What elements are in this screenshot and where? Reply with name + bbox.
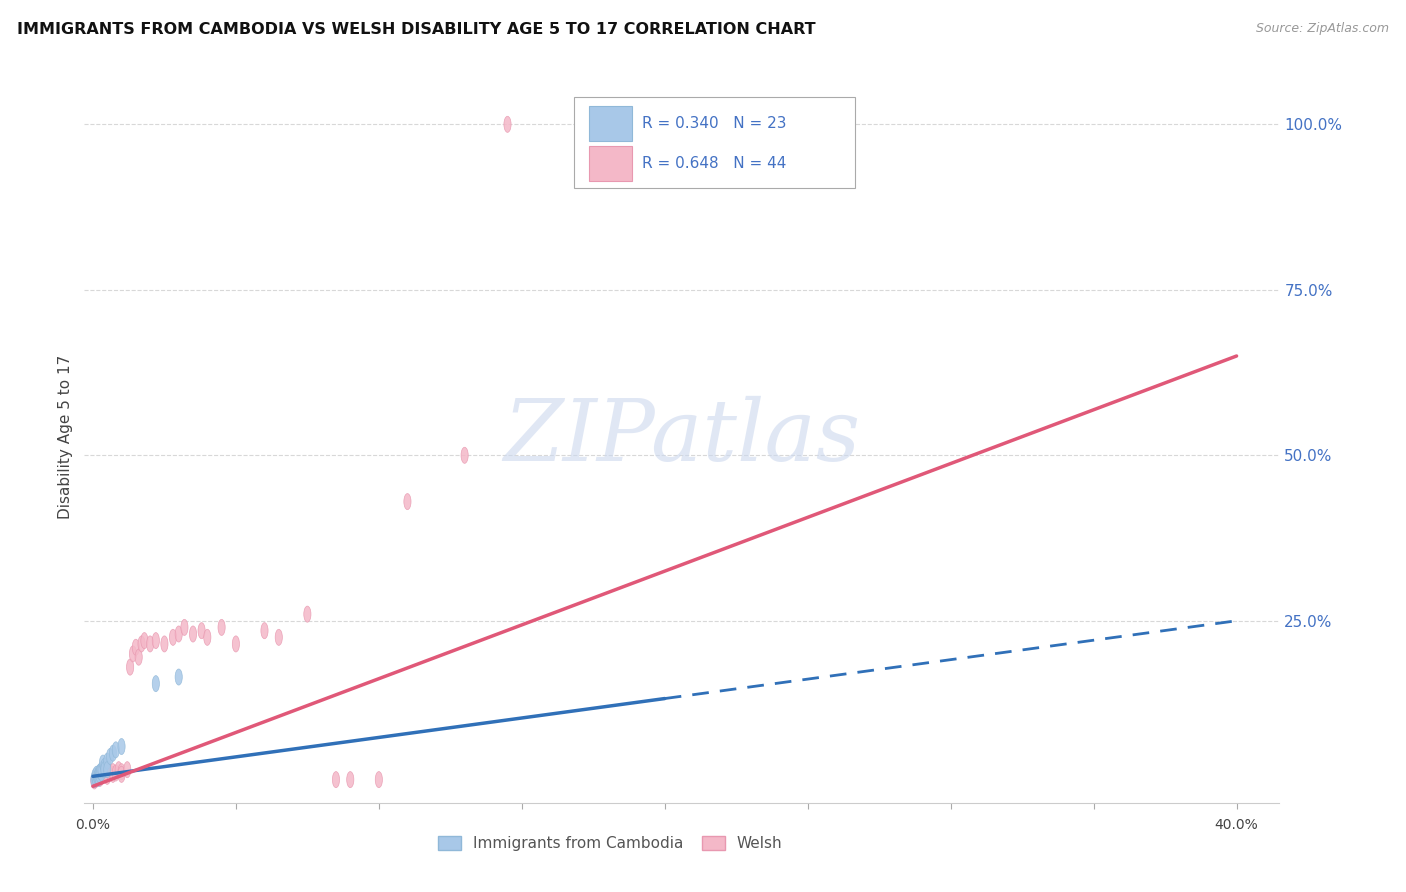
Ellipse shape [110,766,117,782]
Ellipse shape [169,629,177,645]
Ellipse shape [107,765,114,781]
Ellipse shape [141,632,148,648]
Ellipse shape [118,739,125,755]
Ellipse shape [91,772,98,788]
Ellipse shape [218,619,225,635]
Text: R = 0.648   N = 44: R = 0.648 N = 44 [643,156,787,171]
Ellipse shape [190,626,197,642]
Ellipse shape [176,669,183,685]
Ellipse shape [118,766,125,782]
Ellipse shape [112,742,120,758]
Text: IMMIGRANTS FROM CAMBODIA VS WELSH DISABILITY AGE 5 TO 17 CORRELATION CHART: IMMIGRANTS FROM CAMBODIA VS WELSH DISABI… [17,22,815,37]
Ellipse shape [160,636,167,652]
Ellipse shape [104,762,111,778]
Ellipse shape [104,768,111,784]
Ellipse shape [91,772,98,789]
Text: R = 0.340   N = 23: R = 0.340 N = 23 [643,116,787,131]
Ellipse shape [503,116,512,132]
Ellipse shape [276,629,283,645]
Ellipse shape [138,636,145,652]
Ellipse shape [110,764,117,780]
Ellipse shape [181,619,188,635]
Text: 40.0%: 40.0% [1215,818,1258,832]
Ellipse shape [96,768,103,784]
Ellipse shape [232,636,239,652]
Text: 0.0%: 0.0% [76,818,111,832]
Ellipse shape [152,675,159,691]
Ellipse shape [461,447,468,463]
Ellipse shape [262,623,269,639]
Ellipse shape [132,640,139,656]
Y-axis label: Disability Age 5 to 17: Disability Age 5 to 17 [58,355,73,519]
Ellipse shape [101,758,108,774]
Ellipse shape [94,768,101,784]
Ellipse shape [94,769,101,785]
FancyBboxPatch shape [575,97,855,188]
Ellipse shape [96,765,103,781]
Ellipse shape [96,771,103,787]
Ellipse shape [127,659,134,675]
Text: ZIPatlas: ZIPatlas [503,396,860,478]
Ellipse shape [97,764,104,780]
Ellipse shape [107,748,114,764]
Ellipse shape [91,768,98,784]
Ellipse shape [97,771,104,787]
Ellipse shape [112,765,120,781]
Ellipse shape [101,762,108,778]
Ellipse shape [124,762,131,778]
Ellipse shape [347,772,354,788]
Ellipse shape [375,772,382,788]
Ellipse shape [93,772,100,788]
Ellipse shape [110,745,117,761]
Ellipse shape [152,632,159,648]
Ellipse shape [104,753,111,769]
Ellipse shape [204,629,211,645]
Ellipse shape [129,646,136,662]
Ellipse shape [146,636,153,652]
Ellipse shape [98,765,105,781]
FancyBboxPatch shape [589,106,631,141]
Ellipse shape [135,649,142,665]
Ellipse shape [198,623,205,639]
Ellipse shape [98,762,105,778]
Ellipse shape [93,771,100,787]
Ellipse shape [404,493,411,509]
Ellipse shape [104,765,111,781]
Ellipse shape [332,772,339,788]
Text: Source: ZipAtlas.com: Source: ZipAtlas.com [1256,22,1389,36]
Ellipse shape [176,626,183,642]
Legend: Immigrants from Cambodia, Welsh: Immigrants from Cambodia, Welsh [432,830,789,857]
Ellipse shape [94,771,101,787]
Ellipse shape [118,764,125,780]
Ellipse shape [101,766,108,782]
Ellipse shape [98,768,105,784]
Ellipse shape [98,766,105,782]
Ellipse shape [93,766,100,782]
Ellipse shape [96,766,103,782]
Ellipse shape [115,762,122,778]
FancyBboxPatch shape [589,146,631,181]
Ellipse shape [100,755,107,771]
Ellipse shape [304,606,311,623]
